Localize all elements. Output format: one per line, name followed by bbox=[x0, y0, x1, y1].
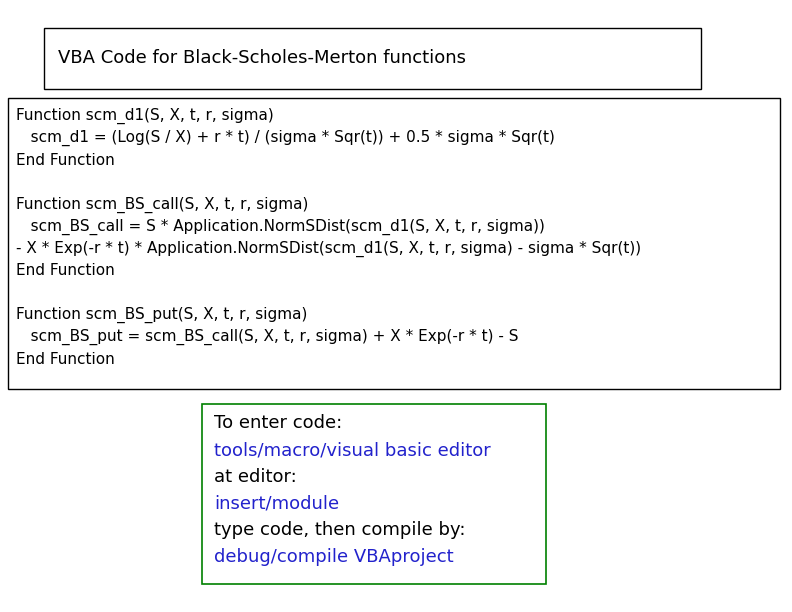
Text: insert/module: insert/module bbox=[214, 494, 339, 512]
Text: To enter code:: To enter code: bbox=[214, 414, 342, 433]
Text: tools/macro/visual basic editor: tools/macro/visual basic editor bbox=[214, 441, 490, 459]
Text: Function scm_BS_call(S, X, t, r, sigma): Function scm_BS_call(S, X, t, r, sigma) bbox=[16, 196, 308, 213]
Text: End Function: End Function bbox=[16, 153, 115, 168]
Text: debug/compile VBAproject: debug/compile VBAproject bbox=[214, 548, 454, 566]
Text: Function scm_BS_put(S, X, t, r, sigma): Function scm_BS_put(S, X, t, r, sigma) bbox=[16, 307, 307, 323]
Text: at editor:: at editor: bbox=[214, 468, 296, 486]
Text: End Function: End Function bbox=[16, 352, 115, 367]
Text: VBA Code for Black-Scholes-Merton functions: VBA Code for Black-Scholes-Merton functi… bbox=[58, 49, 466, 67]
Text: scm_BS_put = scm_BS_call(S, X, t, r, sigma) + X * Exp(-r * t) - S: scm_BS_put = scm_BS_call(S, X, t, r, sig… bbox=[16, 329, 518, 345]
FancyBboxPatch shape bbox=[202, 404, 546, 584]
Text: scm_BS_call = S * Application.NormSDist(scm_d1(S, X, t, r, sigma)): scm_BS_call = S * Application.NormSDist(… bbox=[16, 218, 545, 235]
FancyBboxPatch shape bbox=[44, 28, 701, 89]
Text: scm_d1 = (Log(S / X) + r * t) / (sigma * Sqr(t)) + 0.5 * sigma * Sqr(t): scm_d1 = (Log(S / X) + r * t) / (sigma *… bbox=[16, 130, 554, 146]
Text: - X * Exp(-r * t) * Application.NormSDist(scm_d1(S, X, t, r, sigma) - sigma * Sq: - X * Exp(-r * t) * Application.NormSDis… bbox=[16, 241, 641, 257]
FancyBboxPatch shape bbox=[8, 98, 780, 389]
Text: End Function: End Function bbox=[16, 263, 115, 278]
Text: Function scm_d1(S, X, t, r, sigma): Function scm_d1(S, X, t, r, sigma) bbox=[16, 108, 273, 124]
Text: type code, then compile by:: type code, then compile by: bbox=[214, 521, 466, 539]
